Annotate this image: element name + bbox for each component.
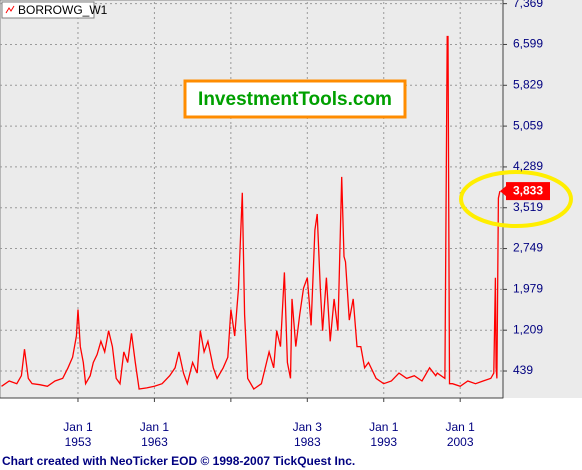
x-tick-year: 1983	[294, 435, 321, 449]
y-tick-label: 3,519	[513, 200, 543, 214]
y-tick-label: 1,209	[513, 322, 543, 336]
y-tick-label: 1,979	[513, 282, 543, 296]
y-tick-label: 439	[513, 363, 533, 377]
x-tick-label: Jan 1	[369, 420, 399, 434]
y-tick-label: 6,599	[513, 37, 543, 51]
data-line	[1, 35, 501, 390]
legend-box	[1, 1, 95, 19]
y-tick-label: 7,369	[513, 0, 543, 10]
footer: Chart created with NeoTicker EOD © 1998-…	[2, 454, 355, 468]
watermark: InvestmentTools.com	[198, 89, 392, 110]
plot-area	[0, 0, 504, 399]
last-value-pointer	[500, 186, 506, 197]
last-value-marker	[506, 182, 550, 201]
x-tick-label: Jan 3	[293, 420, 323, 434]
watermark-box	[183, 79, 407, 119]
x-tick-year: 1993	[370, 435, 397, 449]
legend-icon	[5, 5, 15, 14]
x-tick-year: 1953	[65, 435, 92, 449]
y-tick-label: 2,749	[513, 241, 543, 255]
y-tick-label: 5,059	[513, 118, 543, 132]
plot	[1, 35, 501, 390]
x-tick-year: 1963	[141, 435, 168, 449]
y-tick-label: 5,829	[513, 77, 543, 91]
legend-label: BORROWG_W1	[18, 3, 108, 17]
x-tick-year: 2003	[447, 435, 474, 449]
y-tick-label: 4,289	[513, 159, 543, 173]
x-tick-label: Jan 1	[63, 420, 93, 434]
grid	[0, 2, 503, 398]
x-tick-label: Jan 1	[140, 420, 170, 434]
highlight-ellipse	[459, 170, 573, 228]
last-value-label: 3,833	[513, 183, 543, 197]
x-tick-label: Jan 1	[446, 420, 476, 434]
